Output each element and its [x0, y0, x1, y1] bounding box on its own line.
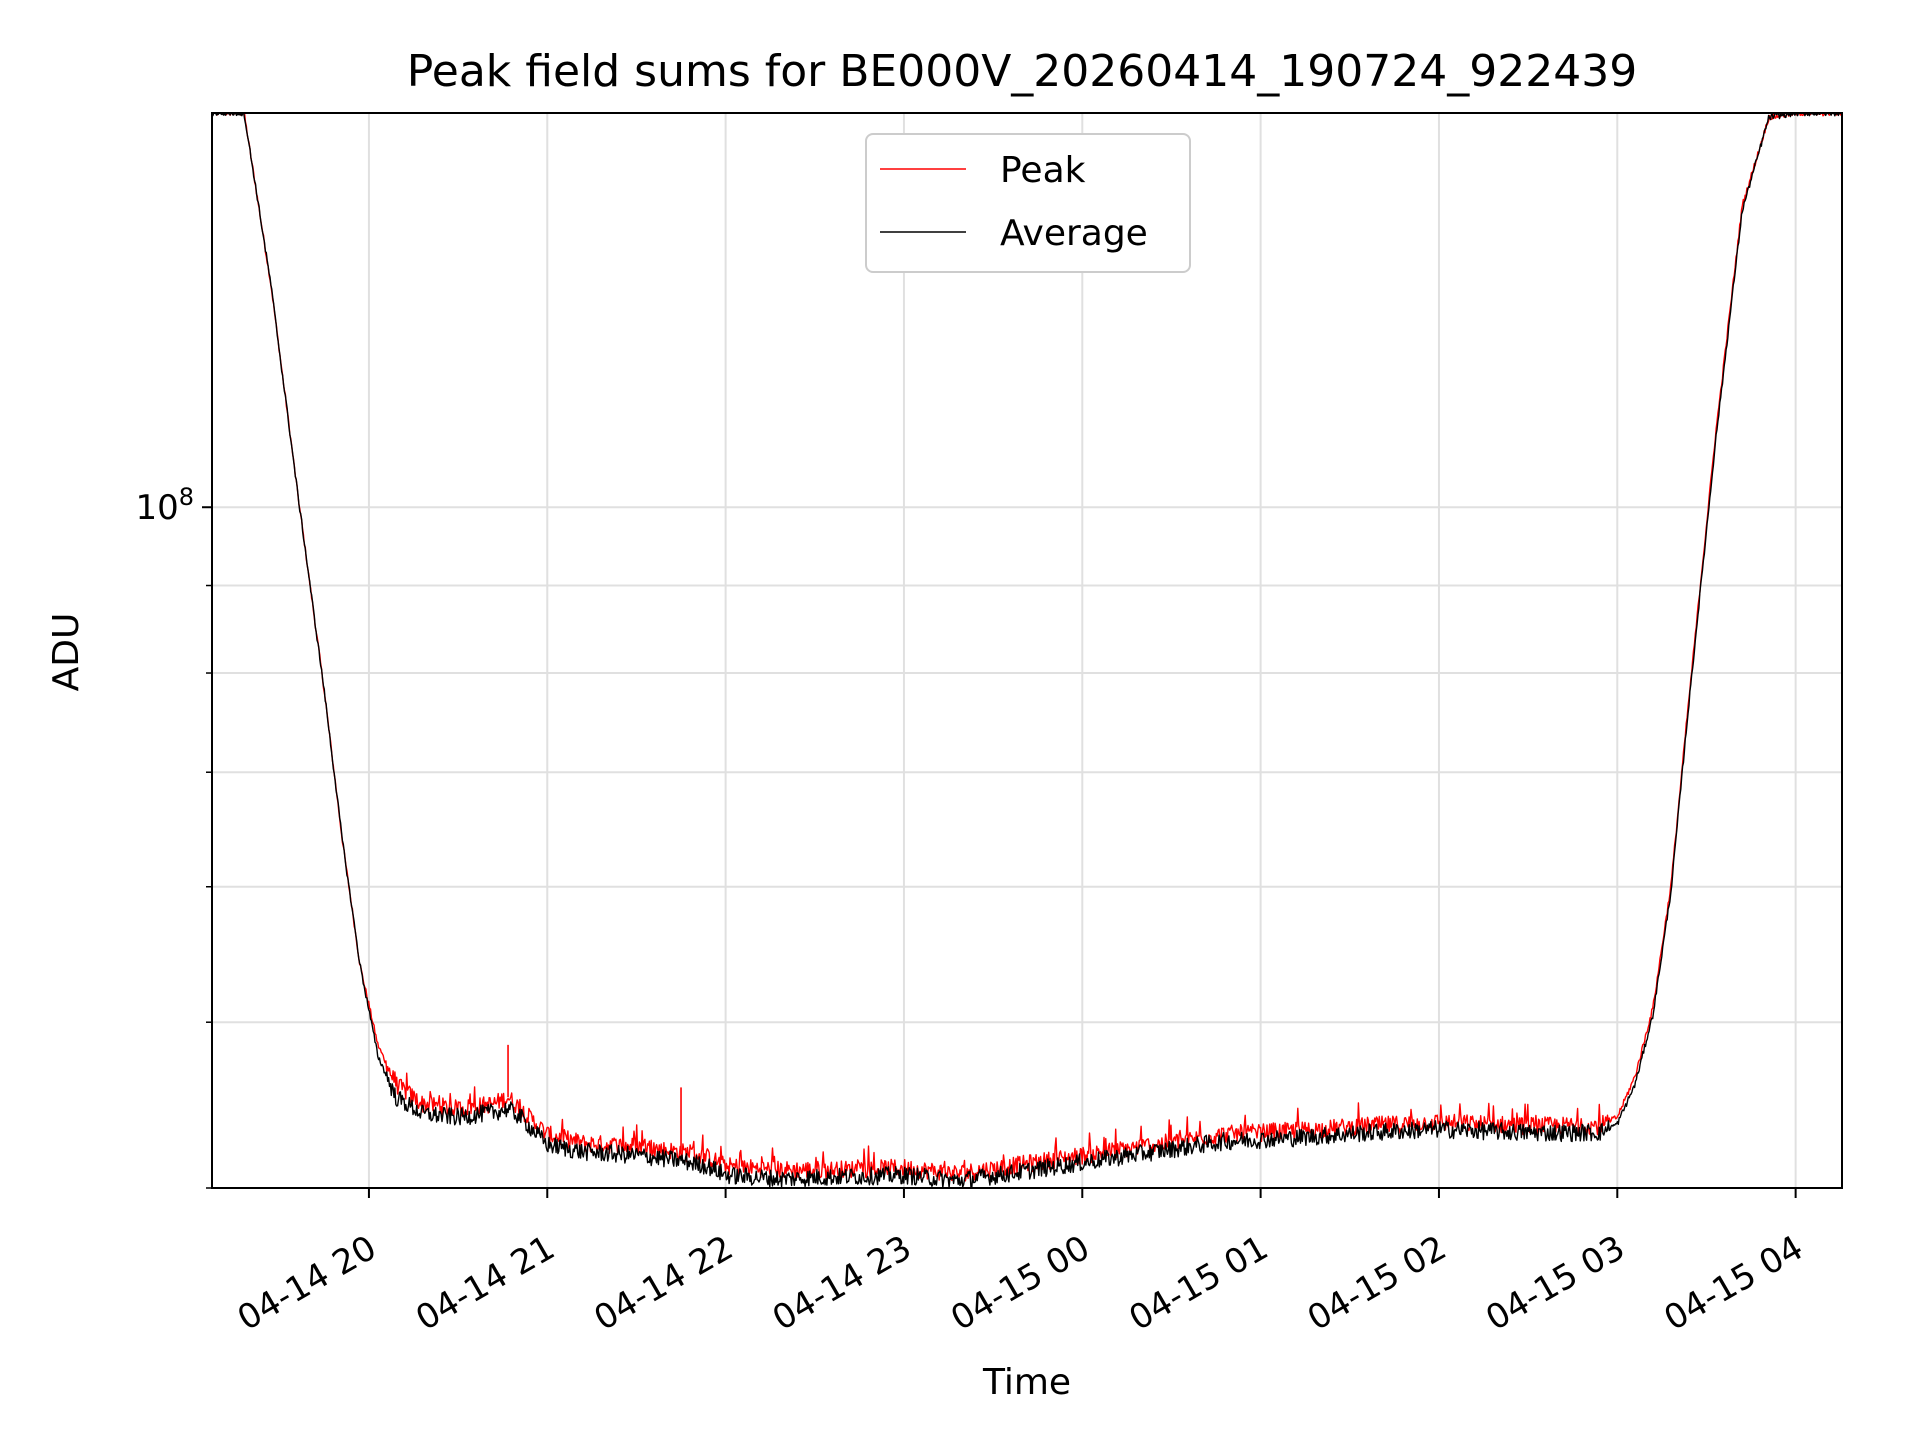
x-tick-label: 04-15 03 [1479, 1228, 1631, 1339]
x-tick-label: 04-15 04 [1658, 1228, 1810, 1339]
x-tick-label: 04-14 23 [766, 1228, 918, 1339]
plot-frame [211, 112, 1843, 1189]
ticks: 04-14 20 04-14 21 04-14 22 04-14 23 04-15 00… [135, 483, 1810, 1339]
x-tick-label: 04-14 21 [409, 1228, 561, 1339]
chart-title: Peak field sums for BE000V_20260414_1907… [407, 46, 1637, 97]
series-line-peak [211, 112, 1843, 1182]
y-tick-label: 108 [135, 483, 194, 528]
x-tick-label: 04-15 00 [944, 1228, 1096, 1339]
series-line-average [211, 112, 1842, 1189]
legend: Peak Average [865, 133, 1191, 273]
y-axis-label: ADU [46, 613, 87, 692]
legend-label-average: Average [1000, 213, 1148, 254]
x-tick-label: 04-14 22 [588, 1228, 740, 1339]
x-axis-label: Time [982, 1362, 1071, 1403]
x-tick-label: 04-14 20 [231, 1228, 383, 1339]
series-group [211, 112, 1843, 1189]
legend-label-peak: Peak [1000, 150, 1086, 191]
x-tick-label: 04-15 02 [1301, 1228, 1453, 1339]
x-tick-label: 04-15 01 [1123, 1228, 1275, 1339]
grid [212, 113, 1842, 1189]
